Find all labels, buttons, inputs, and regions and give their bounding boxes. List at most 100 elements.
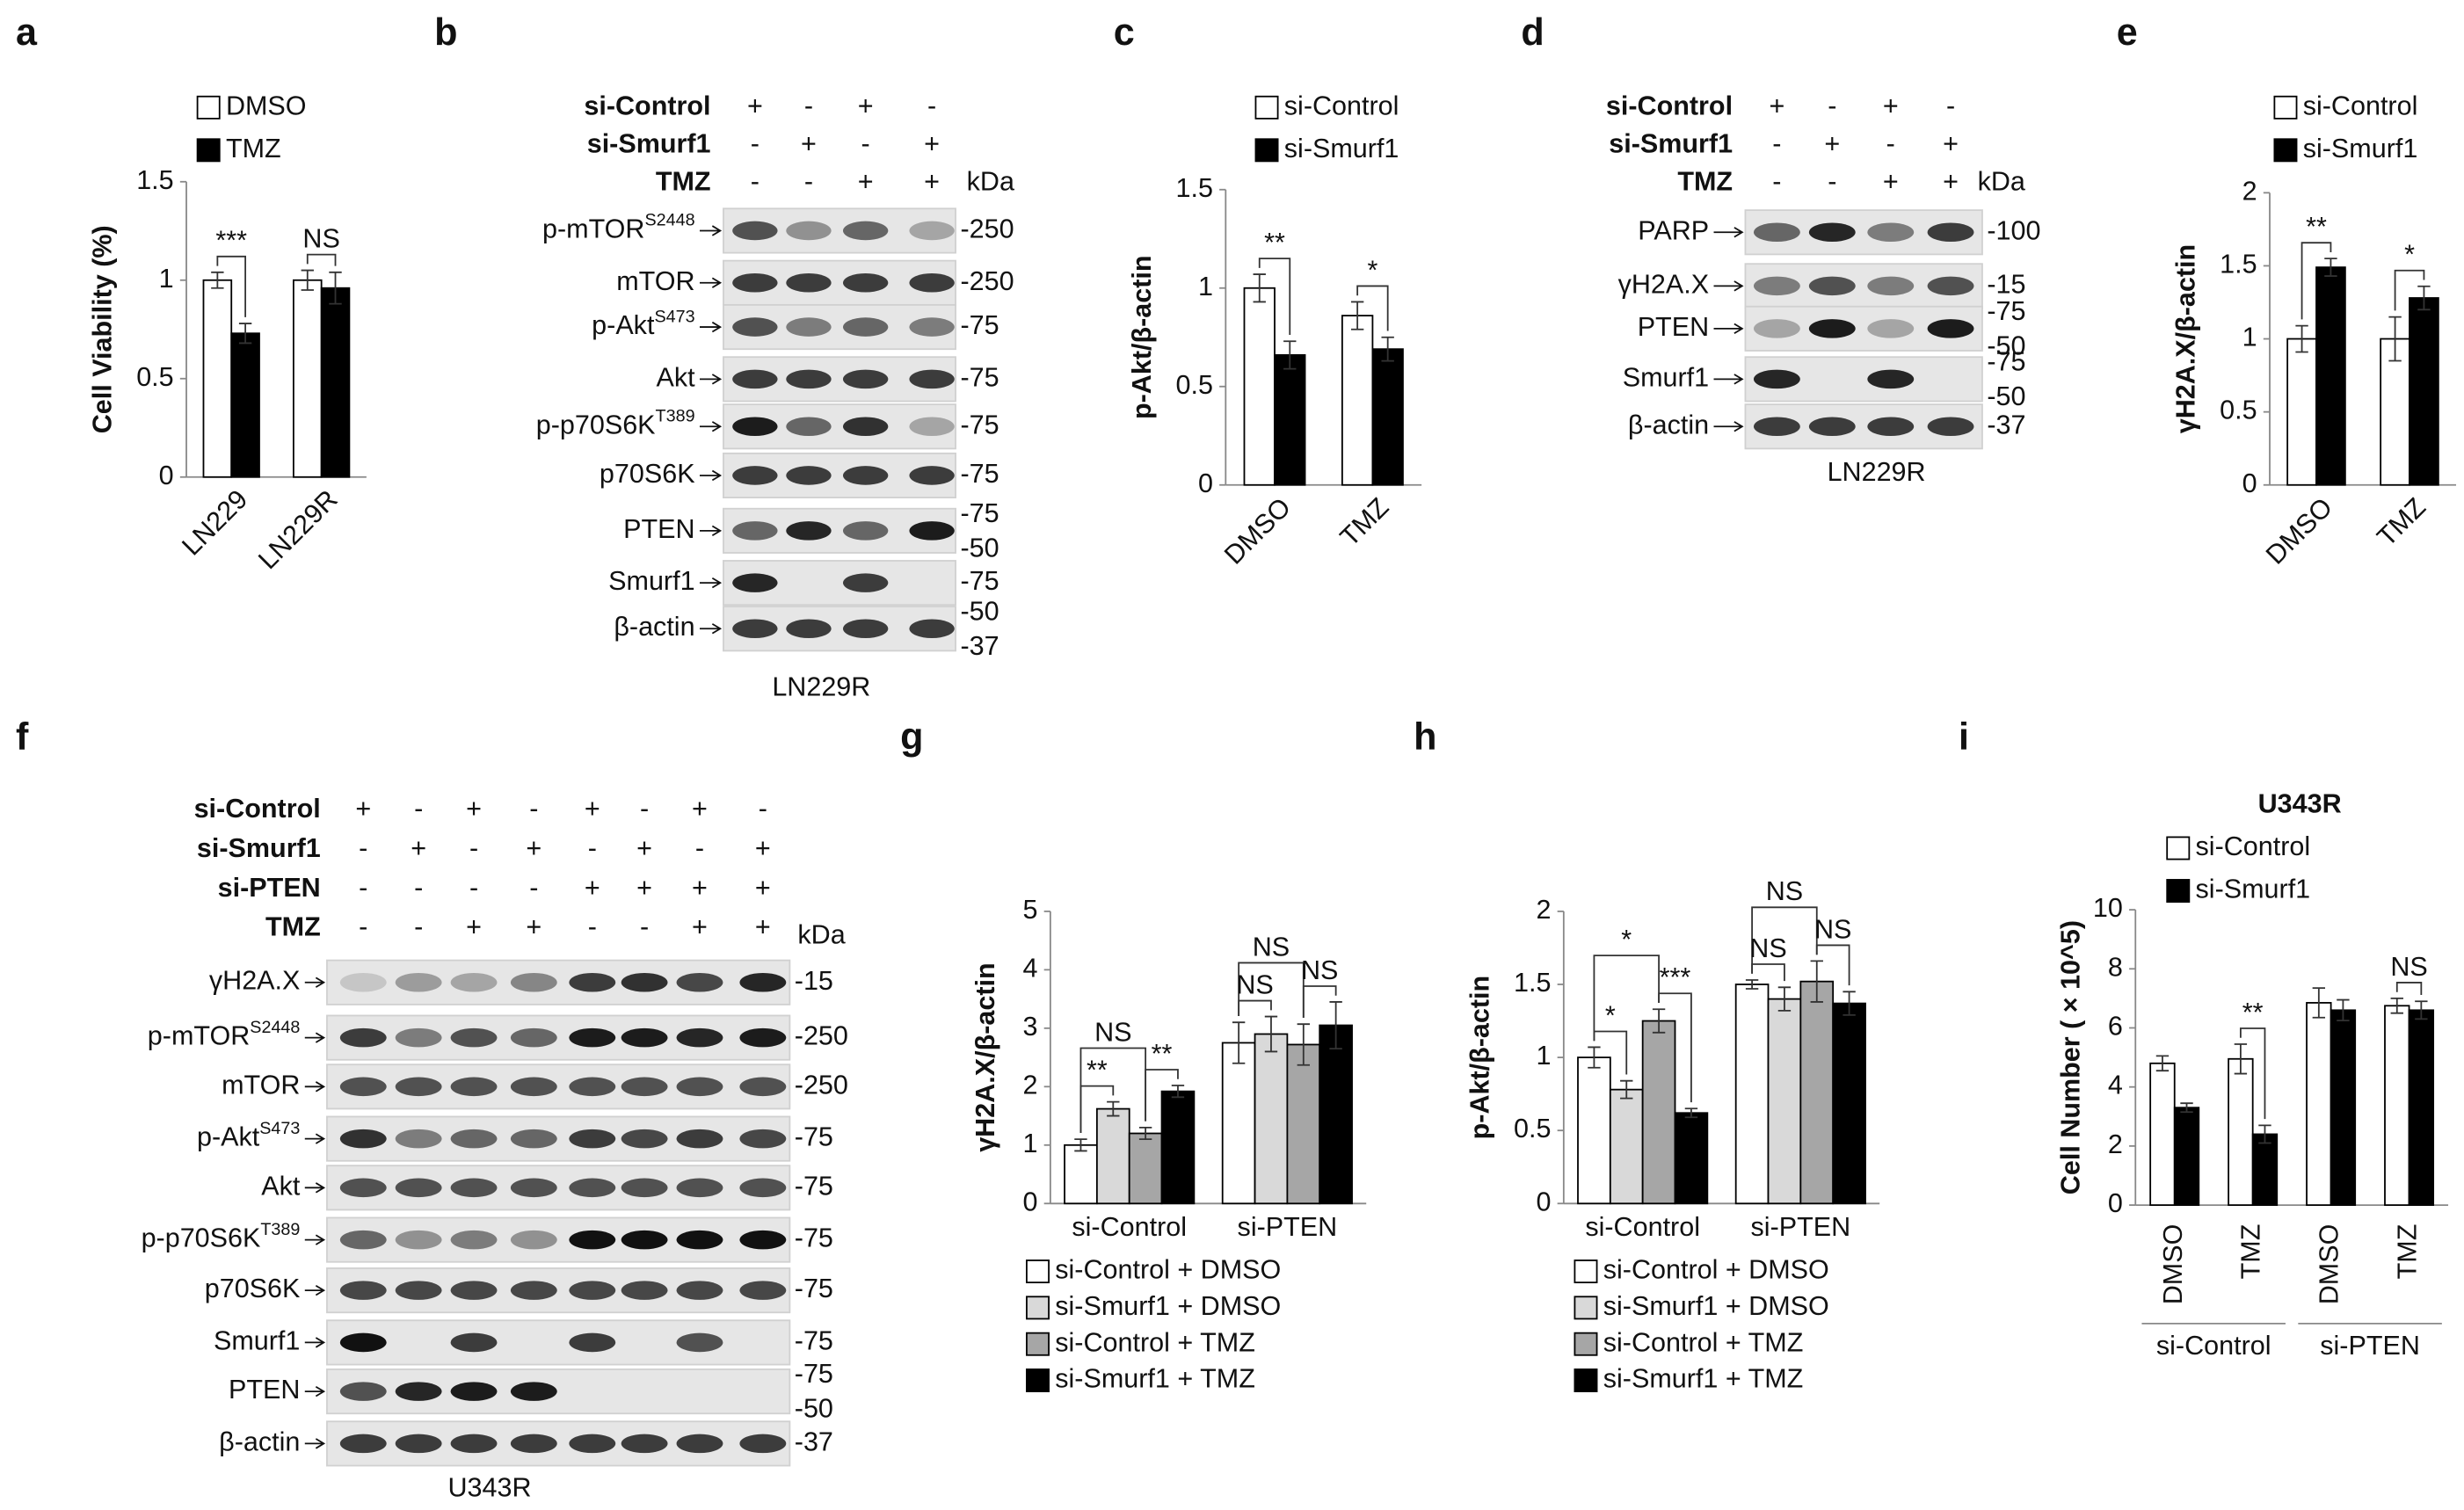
band bbox=[450, 1434, 498, 1454]
row-name: p-p70S6K bbox=[142, 1223, 261, 1253]
bar bbox=[1641, 1020, 1676, 1205]
band bbox=[909, 521, 955, 541]
bar bbox=[1674, 1112, 1709, 1205]
band bbox=[621, 1434, 668, 1454]
y-axis-label: γH2A.X/β-actin bbox=[970, 962, 1000, 1151]
significance-bracket bbox=[306, 253, 337, 266]
bar bbox=[1274, 354, 1306, 486]
marker-label: -75 bbox=[795, 1223, 833, 1253]
bar bbox=[2315, 266, 2346, 486]
significance-label: *** bbox=[1660, 962, 1691, 992]
condition-sign: + bbox=[1824, 128, 1840, 158]
band bbox=[909, 272, 955, 293]
band bbox=[1808, 276, 1856, 296]
significance-bracket bbox=[1145, 1069, 1179, 1122]
band bbox=[842, 466, 889, 485]
legend-label: si-Control + DMSO bbox=[1603, 1255, 1829, 1285]
band bbox=[339, 1230, 387, 1250]
bar bbox=[1832, 1002, 1866, 1205]
condition-sign: + bbox=[692, 912, 708, 942]
x-tick-label: si-PTEN bbox=[1751, 1212, 1851, 1242]
legend-swatch bbox=[1574, 1332, 1598, 1356]
row-label: p70S6K bbox=[205, 1274, 301, 1303]
band bbox=[786, 466, 832, 485]
arrow bbox=[304, 1081, 326, 1093]
marker-label: -75 bbox=[795, 1171, 833, 1201]
y-tick-label: 0 bbox=[1198, 468, 1213, 498]
band bbox=[339, 1027, 387, 1048]
marker-label: -75 bbox=[960, 498, 999, 528]
row-name: γH2A.X bbox=[1618, 269, 1710, 299]
condition-sign: + bbox=[755, 912, 771, 942]
marker-label: -50 bbox=[795, 1394, 833, 1424]
condition-sign: + bbox=[924, 128, 940, 158]
y-tick-label: 0 bbox=[1023, 1187, 1038, 1216]
y-tick-label: 10 bbox=[2093, 893, 2123, 923]
condition-sign: - bbox=[751, 167, 760, 197]
bar bbox=[1609, 1088, 1644, 1205]
significance-label: * bbox=[1605, 1000, 1616, 1030]
row-name: p70S6K bbox=[205, 1274, 301, 1303]
arrow bbox=[1713, 280, 1744, 292]
y-tick-label: 1.5 bbox=[1514, 968, 1551, 998]
band bbox=[739, 1281, 787, 1300]
band bbox=[739, 1129, 787, 1149]
band bbox=[510, 1129, 557, 1149]
panel-label: d bbox=[1521, 11, 1544, 54]
band bbox=[339, 1332, 387, 1353]
bar bbox=[1767, 998, 1802, 1205]
legend-label: DMSO bbox=[226, 91, 307, 120]
band bbox=[739, 1178, 787, 1198]
band bbox=[569, 1230, 616, 1250]
marker-label: -15 bbox=[1987, 269, 2025, 299]
band bbox=[909, 417, 955, 437]
arrow bbox=[304, 1284, 326, 1296]
band bbox=[510, 972, 557, 992]
chart-title: U343R bbox=[2258, 789, 2342, 819]
y-tick-label: 0.5 bbox=[1175, 370, 1212, 400]
band bbox=[395, 1178, 442, 1198]
condition-sign: - bbox=[695, 833, 704, 863]
band bbox=[739, 972, 787, 992]
band bbox=[569, 1281, 616, 1300]
x-tick-label: DMSO bbox=[2158, 1224, 2188, 1305]
marker-label: -50 bbox=[1987, 330, 2025, 360]
row-name: PTEN bbox=[229, 1375, 300, 1405]
error-bar bbox=[329, 271, 342, 305]
arrow bbox=[304, 1182, 326, 1194]
marker-label: -75 bbox=[795, 1122, 833, 1152]
marker-label: -50 bbox=[960, 596, 999, 626]
legend-label: si-Smurf1 bbox=[2196, 875, 2311, 904]
bar bbox=[202, 279, 233, 478]
band bbox=[569, 1077, 616, 1097]
legend-swatch bbox=[196, 138, 221, 163]
band bbox=[732, 221, 778, 241]
row-label: p-mTORS2448 bbox=[148, 1018, 301, 1051]
condition-sign: - bbox=[1886, 128, 1895, 158]
condition-sign: - bbox=[529, 873, 538, 903]
band bbox=[621, 1027, 668, 1048]
band bbox=[676, 1178, 723, 1198]
row-name: p-p70S6K bbox=[536, 410, 656, 439]
band bbox=[510, 1077, 557, 1097]
y-axis-label: p-Akt/β-actin bbox=[1127, 255, 1157, 419]
significance-bracket bbox=[2300, 242, 2332, 320]
bar bbox=[2409, 297, 2439, 486]
band bbox=[1927, 319, 1974, 338]
band bbox=[909, 619, 955, 639]
band bbox=[909, 369, 955, 389]
condition-sign: + bbox=[1769, 91, 1784, 120]
y-tick-label: 2 bbox=[1023, 1070, 1038, 1100]
band bbox=[676, 1434, 723, 1454]
condition-label: si-Smurf1 bbox=[197, 833, 321, 863]
condition-sign: + bbox=[526, 912, 541, 942]
condition-sign: + bbox=[585, 873, 600, 903]
significance-label: NS bbox=[1814, 914, 1851, 944]
band bbox=[1808, 319, 1856, 338]
band bbox=[739, 1027, 787, 1048]
x-tick-label: TMZ bbox=[2393, 1224, 2423, 1280]
band bbox=[621, 1077, 668, 1097]
bar bbox=[1799, 980, 1835, 1205]
legend-label: si-Control bbox=[2196, 831, 2311, 861]
bar bbox=[230, 332, 260, 478]
